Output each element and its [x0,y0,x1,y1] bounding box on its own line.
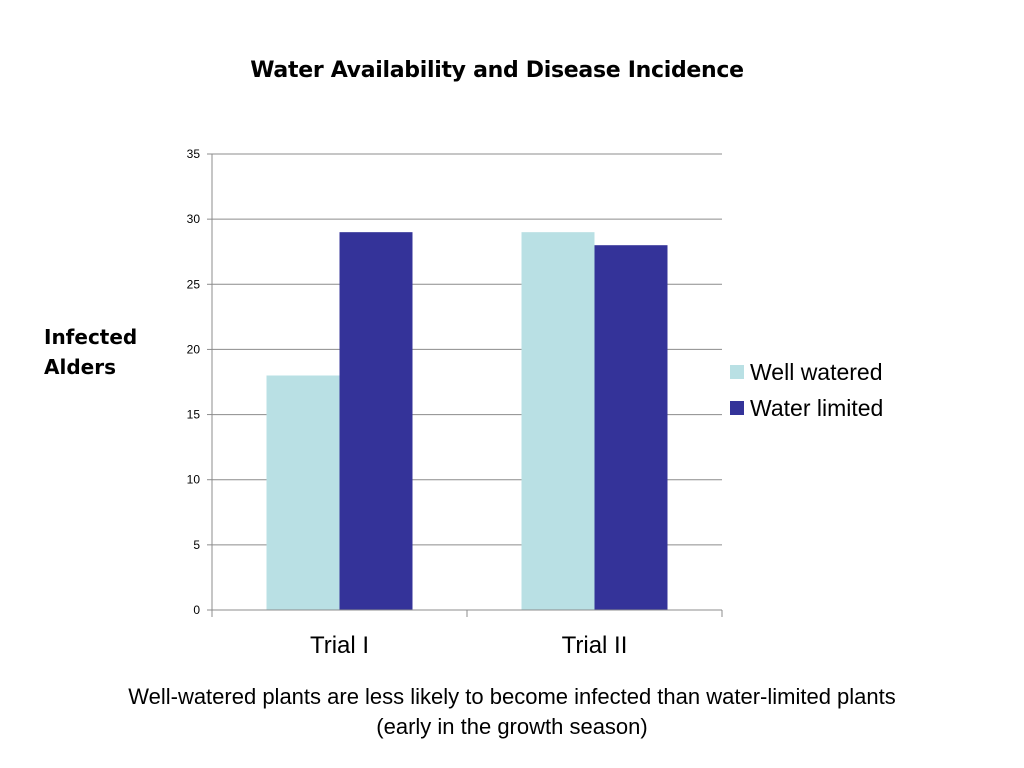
y-axis-label-line-2: Alders [44,355,116,379]
legend-swatch-water-limited [730,401,744,415]
legend-label-well-watered: Well watered [750,358,883,385]
bar-well-watered-1 [266,375,340,610]
caption-line-2: (early in the growth season) [376,714,648,739]
y-tick-label-10: 10 [187,473,201,487]
legend-swatch-well-watered [730,365,744,379]
bar-water-limited-2 [594,245,668,610]
legend-item-well-watered: Well watered [730,354,883,390]
y-tick-label-35: 35 [187,147,201,161]
bar-well-watered-2 [521,232,595,610]
y-axis-label-line-1: Infected [44,325,138,349]
caption-line-1: Well-watered plants are less likely to b… [128,684,896,709]
legend-label-water-limited: Water limited [750,394,884,421]
y-tick-label-15: 15 [187,408,201,422]
bar-water-limited-1 [339,232,413,610]
x-tick-label-2: Trial II [562,632,628,659]
legend-item-water-limited: Water limited [730,390,883,426]
y-axis-label: Infected Alders [44,322,154,382]
bars [266,232,668,610]
tick-labels: 0 5 10 15 20 25 30 35 Trial I Trial II [187,147,628,659]
y-tick-label-20: 20 [187,342,201,356]
y-tick-label-30: 30 [187,212,201,226]
y-tick-label-25: 25 [187,277,201,291]
y-tick-label-0: 0 [193,603,200,617]
axes [207,153,723,617]
chart-title: Water Availability and Disease Incidence [250,58,744,83]
y-tick-label-5: 5 [193,538,200,552]
x-tick-label-1: Trial I [310,632,369,659]
legend: Well watered Water limited [730,354,883,426]
caption: Well-watered plants are less likely to b… [40,682,984,742]
